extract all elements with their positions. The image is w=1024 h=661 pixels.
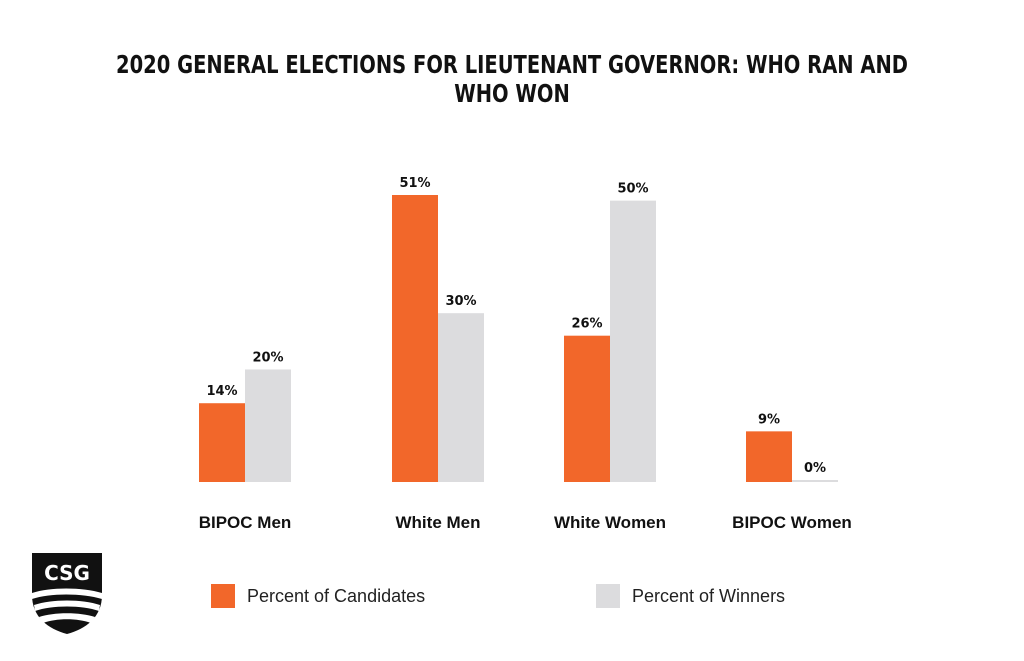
chart-title: 2020 GENERAL ELECTIONS FOR LIEUTENANT GO… xyxy=(116,50,908,108)
bar-candidates-bipoc-women xyxy=(746,431,792,482)
bar-winners-bipoc-men xyxy=(245,369,291,482)
bar-winners-white-men xyxy=(438,313,484,482)
data-label-winners-white-men: 30% xyxy=(445,294,476,309)
x-tick-label-bipoc-women: BIPOC Women xyxy=(732,513,852,532)
bar-winners-bipoc-women xyxy=(792,480,838,482)
bar-candidates-bipoc-men xyxy=(199,403,245,482)
legend-swatch-candidates xyxy=(211,584,235,608)
data-label-candidates-white-men: 51% xyxy=(399,176,430,191)
data-label-candidates-white-women: 26% xyxy=(571,317,602,332)
legend-swatch-winners xyxy=(596,584,620,608)
logo-text: CSG xyxy=(44,561,90,585)
legend-item-winners: Percent of Winners xyxy=(596,583,785,609)
data-label-winners-white-women: 50% xyxy=(617,182,648,197)
data-label-candidates-bipoc-men: 14% xyxy=(206,384,237,399)
legend-label-winners: Percent of Winners xyxy=(632,585,786,606)
csg-logo: CSG xyxy=(30,551,104,635)
data-label-candidates-bipoc-women: 9% xyxy=(758,412,780,427)
bar-winners-white-women xyxy=(610,200,656,483)
data-label-winners-bipoc-women: 0% xyxy=(804,461,826,476)
x-tick-label-white-women: White Women xyxy=(554,513,666,532)
x-tick-label-white-men: White Men xyxy=(396,513,481,532)
data-label-winners-bipoc-men: 20% xyxy=(252,350,283,365)
legend-item-candidates: Percent of Candidates xyxy=(211,583,425,609)
bar-candidates-white-men xyxy=(392,195,438,482)
x-tick-label-bipoc-men: BIPOC Men xyxy=(199,513,292,532)
legend-label-candidates: Percent of Candidates xyxy=(247,585,426,606)
bar-candidates-white-women xyxy=(564,335,610,482)
